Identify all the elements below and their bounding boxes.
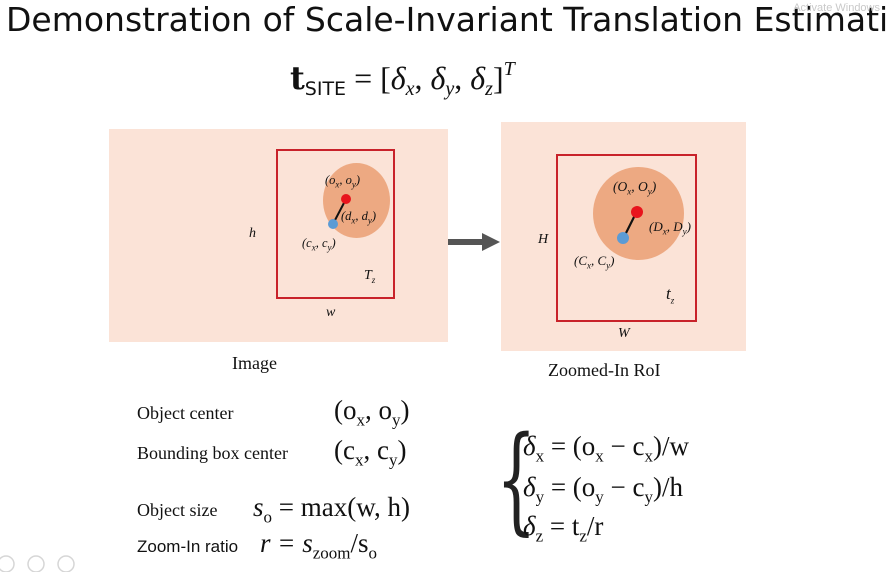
- depth-label: Tz: [364, 268, 376, 285]
- delta-x-eq: δx = (ox − cx)/w: [523, 431, 689, 466]
- roi-offset-label: (Dx, Dy): [649, 219, 691, 237]
- roi-height-label: H: [538, 232, 549, 247]
- def-label: Object center: [137, 403, 234, 423]
- zoom-icon: [27, 555, 45, 572]
- def-box-center-math: (cx, cy): [334, 435, 407, 470]
- delta-z-sym: δ: [470, 60, 486, 96]
- left-brace: {: [496, 412, 537, 547]
- roi-object-center-label: (Ox, Oy): [613, 179, 657, 197]
- def-label: Object size: [137, 500, 218, 520]
- width-label: w: [326, 305, 336, 320]
- image-panel: (ox, oy) (dx, dy) (cx, cy) Tz h w: [109, 129, 448, 342]
- roi-panel: (Ox, Oy) (Dx, Dy) (Cx, Cy) tz H W: [501, 122, 746, 351]
- roi-bounding-box: [556, 154, 697, 322]
- roi-width-label: W: [618, 326, 630, 341]
- roi-depth-label: tz: [666, 284, 675, 306]
- eq-close: ]: [492, 60, 504, 96]
- def-box-center: Bounding box center: [137, 443, 288, 464]
- sub-x: x: [405, 78, 415, 100]
- arrow-right-icon: [448, 233, 500, 251]
- def-zoom-ratio-math: r = szoom/so: [260, 528, 378, 563]
- roi-box-center-dot: [617, 232, 629, 244]
- more-icon: [57, 555, 75, 572]
- box-center-dot: [328, 219, 338, 229]
- def-object-size: Object size: [137, 500, 217, 521]
- eq-open: = [: [354, 60, 391, 96]
- delta-x-sym: δ: [390, 60, 406, 96]
- t-symbol: t: [290, 59, 305, 97]
- def-object-center: Object center: [137, 403, 233, 424]
- roi-caption: Zoomed-In RoI: [548, 360, 661, 380]
- roi-box-center-label: (Cx, Cy): [574, 253, 615, 271]
- sub-z: z: [485, 78, 493, 100]
- delta-z-eq: δz = tz/r: [523, 511, 604, 546]
- object-center-label: (ox, oy): [325, 173, 361, 190]
- def-label: Zoom-In ratio: [137, 537, 239, 556]
- transpose-sup: T: [503, 58, 515, 80]
- roi-offset-vector: [617, 206, 643, 244]
- delta-y-sym: δ: [430, 60, 446, 96]
- def-object-size-math: so = max(w, h): [253, 492, 410, 527]
- prev-icon: [0, 555, 15, 572]
- object-center-dot: [341, 194, 351, 204]
- def-label: Bounding box center: [137, 443, 288, 463]
- offset-label: (dx, dy): [341, 209, 377, 226]
- height-label: h: [249, 226, 256, 241]
- slide-title: Demonstration of Scale-Invariant Transla…: [6, 0, 886, 39]
- watermark: Activate Windows: [793, 2, 880, 14]
- bounding-box: [276, 149, 395, 299]
- slide-controls: [0, 555, 75, 572]
- site-subscript: SITE: [304, 78, 347, 100]
- box-center-label: (cx, cy): [302, 236, 336, 253]
- sub-y: y: [445, 78, 455, 100]
- def-object-center-math: (ox, oy): [334, 395, 410, 430]
- main-equation: tSITE = [δx, δy, δz]T: [290, 58, 515, 100]
- roi-object-center-dot: [631, 206, 643, 218]
- delta-y-eq: δy = (oy − cy)/h: [523, 472, 683, 507]
- image-caption: Image: [232, 353, 277, 373]
- def-zoom-ratio: Zoom-In ratio: [137, 537, 238, 557]
- offset-vector: [328, 194, 351, 229]
